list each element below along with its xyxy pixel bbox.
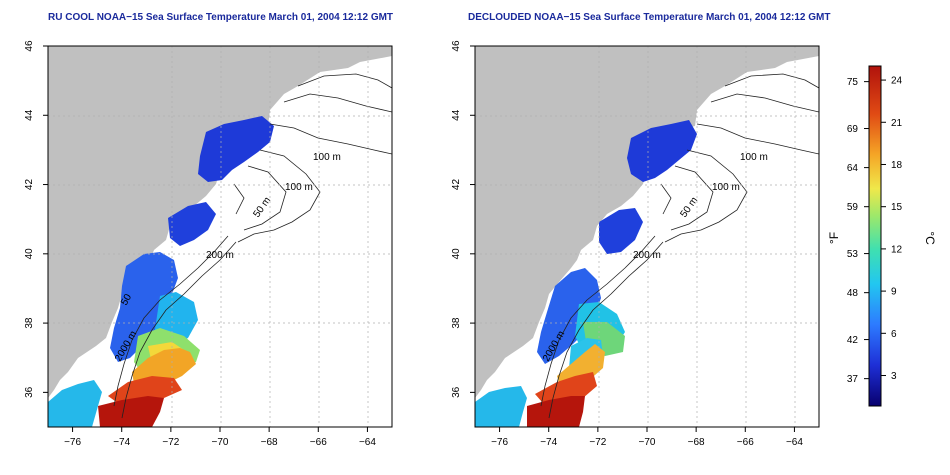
- colorbar-f-label: °F: [827, 232, 841, 244]
- x-tick-label: −70: [639, 437, 656, 448]
- x-tick-label: −68: [261, 437, 278, 448]
- colorbar-c-tick-label: 3: [891, 371, 897, 382]
- colorbar-f-tick-label: 37: [847, 374, 859, 385]
- contour-label: 100 m: [285, 182, 313, 193]
- x-tick-label: −64: [359, 437, 376, 448]
- colorbar-f-tick-label: 42: [847, 335, 859, 346]
- x-tick-label: −68: [688, 437, 705, 448]
- x-tick-label: −66: [310, 437, 327, 448]
- colorbar: 75 69 64 59 53 48 42 37 24 21 18 15 12 9 6 3 °F °C: [827, 65, 937, 407]
- x-tick-label: −74: [540, 437, 557, 448]
- x-tick-label: −74: [113, 437, 130, 448]
- contour-label: 100 m: [740, 152, 768, 163]
- colorbar-c-tick-label: 18: [891, 160, 903, 171]
- x-tick-label: −72: [589, 437, 606, 448]
- y-tick-label: 42: [451, 179, 462, 191]
- colorbar-f-tick-label: 64: [847, 163, 859, 174]
- sst-pixels: [475, 120, 697, 427]
- contour-label: 100 m: [712, 182, 740, 193]
- x-tick-label: −76: [491, 437, 508, 448]
- map-title-left: RU COOL NOAA−15 Sea Surface Temperature …: [48, 12, 394, 23]
- y-tick-label: 36: [24, 386, 35, 398]
- y-tick-label: 44: [451, 109, 462, 121]
- contour-label: 200 m: [206, 250, 234, 261]
- colorbar-f-tick-label: 75: [847, 77, 859, 88]
- colorbar-c-tick-label: 24: [891, 76, 903, 87]
- x-tick-label: −70: [212, 437, 229, 448]
- y-tick-label: 42: [24, 179, 35, 191]
- contour-label: 50: [119, 292, 134, 308]
- colorbar-c-tick-label: 21: [891, 118, 903, 129]
- y-tick-label: 38: [451, 317, 462, 329]
- colorbar-c-tick-label: 6: [891, 329, 897, 340]
- x-tick-label: −66: [737, 437, 754, 448]
- sst-map-panel-right: 100 m 100 m 50 m 200 m 2000 m: [474, 45, 820, 428]
- x-tick-label: −72: [162, 437, 179, 448]
- sst-pixels: [48, 116, 274, 427]
- colorbar-f-tick-label: 53: [847, 249, 859, 260]
- y-tick-label: 44: [24, 109, 35, 121]
- grid-lines: [48, 46, 392, 427]
- y-tick-label: 40: [24, 248, 35, 260]
- colorbar-c-label: °C: [923, 231, 937, 245]
- contour-label: 100 m: [313, 152, 341, 163]
- colorbar-f-tick-label: 59: [847, 202, 859, 213]
- colorbar-c-tick-label: 12: [891, 244, 903, 255]
- map-title-right: DECLOUDED NOAA−15 Sea Surface Temperatur…: [468, 12, 831, 23]
- sst-map-panel-left: 100 m 100 m 50 m 200 m 50 2000 m: [47, 45, 393, 428]
- colorbar-gradient: [868, 65, 882, 407]
- x-tick-label: −76: [64, 437, 81, 448]
- y-tick-label: 40: [451, 248, 462, 260]
- x-tick-label: −64: [786, 437, 803, 448]
- colorbar-f-tick-label: 69: [847, 124, 859, 135]
- colorbar-c-tick-label: 9: [891, 287, 897, 298]
- y-tick-label: 38: [24, 317, 35, 329]
- contour-label: 200 m: [633, 250, 661, 261]
- y-tick-label: 46: [24, 40, 35, 52]
- colorbar-c-tick-label: 15: [891, 202, 903, 213]
- y-tick-label: 46: [451, 40, 462, 52]
- y-tick-label: 36: [451, 386, 462, 398]
- grid-lines: [475, 46, 819, 427]
- colorbar-f-tick-label: 48: [847, 288, 859, 299]
